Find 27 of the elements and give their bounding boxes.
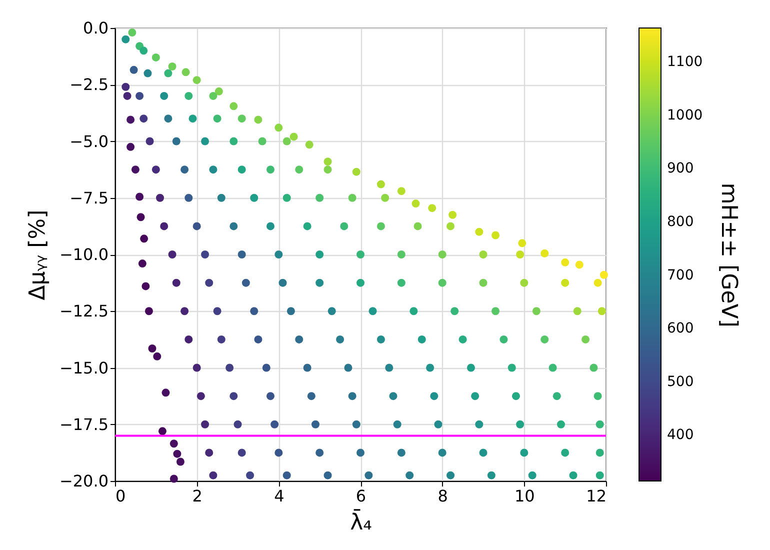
y-tick-label: −12.5 — [59, 302, 108, 321]
y-tick-label: −10.0 — [59, 245, 108, 264]
color-bar-label: 500 — [667, 374, 694, 390]
y-tick-label: −17.5 — [59, 414, 108, 434]
y-tick-label: −2.5 — [70, 75, 108, 94]
x-tick-label: 8 — [438, 486, 448, 506]
color-bar-label: 1000 — [667, 107, 703, 124]
x-tick-label: 6 — [356, 486, 366, 506]
x-tick-label: 2 — [192, 486, 202, 506]
color-bar-label: 400 — [667, 427, 694, 444]
x-tick-label: 12 — [586, 486, 606, 506]
y-axis-title: Δμᵧᵧ [%] — [25, 210, 50, 300]
y-tick-label: −20.0 — [59, 472, 108, 490]
color-bar-title: mH±± [GeV] — [716, 182, 741, 328]
color-bar-label: 600 — [667, 320, 694, 337]
x-tick-label: 0 — [116, 486, 126, 506]
color-bar-label: 1100 — [667, 54, 703, 70]
y-tick-label: −7.5 — [70, 188, 108, 208]
y-tick-label: −15.0 — [59, 358, 108, 378]
color-bar-label: 700 — [667, 267, 694, 284]
color-bar-label: 900 — [667, 160, 694, 177]
x-axis-title: λ̄₄ — [350, 508, 372, 536]
y-tick-label: −5.0 — [70, 132, 108, 151]
x-tick-label: 10 — [514, 486, 535, 506]
x-tick-label: 4 — [274, 486, 284, 506]
y-tick-label: 0.0 — [83, 18, 108, 38]
color-bar-label: 800 — [667, 214, 694, 230]
